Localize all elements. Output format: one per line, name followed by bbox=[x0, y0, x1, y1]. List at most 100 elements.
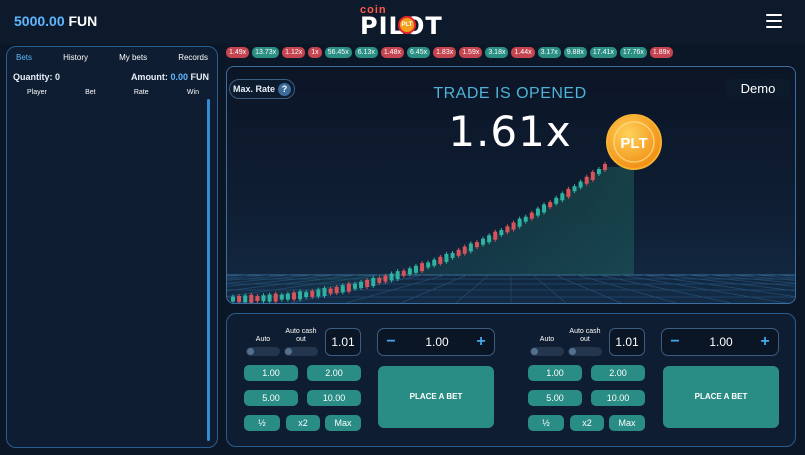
auto-cashout-toggle[interactable] bbox=[284, 347, 318, 356]
plt-coin-icon: PLT bbox=[606, 114, 662, 170]
demo-mode-badge[interactable]: Demo bbox=[725, 79, 791, 99]
multiplier-chip[interactable]: 13.73x bbox=[252, 47, 280, 58]
multiplier-chip[interactable]: 6.45x bbox=[406, 47, 431, 58]
bets-scrollbar[interactable] bbox=[207, 99, 210, 441]
stake-stepper[interactable]: − + bbox=[661, 328, 779, 356]
toggle-knob bbox=[247, 348, 254, 355]
auto-cashout-input[interactable]: 1.01 bbox=[609, 328, 645, 356]
balance-amount: 5000.00 bbox=[14, 13, 65, 29]
plus-icon[interactable]: + bbox=[760, 333, 770, 350]
multiplier-chip[interactable]: 9.88x bbox=[563, 47, 587, 58]
quick-amount-button[interactable]: 2.00 bbox=[307, 365, 361, 381]
multiplier-chip[interactable]: 1.48x bbox=[380, 47, 404, 58]
coin-label: PLT bbox=[620, 135, 647, 152]
bet-panel-1: Auto Auto cash out 1.01 − + 1.00 2.00 5.… bbox=[227, 314, 511, 446]
quantity-summary: Quantity: 0 bbox=[13, 72, 60, 82]
toggle-knob bbox=[569, 348, 576, 355]
tab-history[interactable]: History bbox=[63, 53, 88, 62]
trend-glow bbox=[233, 167, 634, 299]
bet-panel-2: Auto Auto cash out 1.01 − + 1.00 2.00 5.… bbox=[511, 314, 795, 446]
quick-amount-button[interactable]: 1.00 bbox=[528, 365, 582, 381]
amount-label: Amount: bbox=[130, 72, 168, 82]
quick-amount-button[interactable]: 5.00 bbox=[528, 390, 582, 406]
tab-bets[interactable]: Bets bbox=[16, 53, 33, 62]
multiplier-chip[interactable]: 1.12x bbox=[282, 47, 306, 58]
price-chart: PLT bbox=[227, 114, 795, 303]
toggle-knob bbox=[285, 348, 292, 355]
auto-label: Auto bbox=[255, 336, 271, 343]
amount-currency: FUN bbox=[190, 72, 210, 82]
auto-cashout-input[interactable]: 1.01 bbox=[325, 328, 361, 356]
hamburger-menu-icon[interactable] bbox=[766, 14, 782, 28]
candles bbox=[231, 162, 607, 303]
stake-stepper[interactable]: − + bbox=[377, 328, 495, 356]
bets-tabs: Bets History My bets Records bbox=[11, 53, 213, 69]
multiplier-chip[interactable]: 1x bbox=[308, 47, 322, 58]
multiplier-chip[interactable]: 1.83x bbox=[433, 47, 457, 58]
game-screen: PLT Max. Rate ? TRADE IS OPENED Demo 1.6… bbox=[226, 66, 796, 304]
minus-icon[interactable]: − bbox=[386, 333, 396, 350]
top-header: 5000.00 FUN coin PILOT PLT bbox=[0, 0, 805, 44]
multiplier-chip[interactable]: 17.41x bbox=[589, 47, 617, 58]
plus-icon[interactable]: + bbox=[476, 333, 486, 350]
balance-display: 5000.00 FUN bbox=[14, 13, 97, 29]
tab-records[interactable]: Records bbox=[178, 53, 208, 62]
trade-status-text: TRADE IS OPENED bbox=[433, 85, 587, 102]
quick-amount-button[interactable]: 1.00 bbox=[244, 365, 298, 381]
amount-summary: Amount: 0.00 FUN bbox=[131, 72, 209, 82]
max-rate-button[interactable]: Max. Rate ? bbox=[229, 79, 296, 99]
quick-amount-button[interactable]: 5.00 bbox=[244, 390, 298, 406]
max-stake-button[interactable]: Max bbox=[609, 415, 645, 431]
auto-toggle[interactable] bbox=[530, 347, 564, 356]
logo-coin-text: coin bbox=[360, 4, 387, 16]
bets-sidebar: Bets History My bets Records Quantity: 0… bbox=[6, 46, 218, 448]
place-bet-button[interactable]: PLACE A BET bbox=[378, 366, 494, 428]
bets-scrollbar-thumb[interactable] bbox=[207, 99, 210, 441]
bets-table-header: Player Bet Rate Win bbox=[27, 89, 199, 96]
minus-icon[interactable]: − bbox=[670, 333, 680, 350]
stake-input[interactable] bbox=[402, 329, 472, 355]
max-stake-button[interactable]: Max bbox=[325, 415, 361, 431]
double-stake-button[interactable]: x2 bbox=[570, 415, 604, 431]
half-stake-button[interactable]: ½ bbox=[528, 415, 564, 431]
multiplier-chip[interactable]: 3.18x bbox=[485, 47, 509, 58]
column-bet: Bet bbox=[85, 89, 96, 96]
bets-summary: Quantity: 0 Amount: 0.00 FUN bbox=[13, 72, 209, 82]
multiplier-chip[interactable]: 56.45x bbox=[324, 47, 352, 58]
auto-cashout-label: Auto cash out bbox=[285, 328, 317, 343]
tab-my-bets[interactable]: My bets bbox=[119, 53, 148, 62]
quick-amount-button[interactable]: 10.00 bbox=[591, 390, 645, 406]
half-stake-button[interactable]: ½ bbox=[244, 415, 280, 431]
multiplier-chip[interactable]: 1.49x bbox=[226, 47, 250, 58]
amount-value: 0.00 bbox=[170, 72, 188, 82]
coin-pilot-logo: coin PILOT PLT bbox=[360, 4, 442, 40]
multiplier-history-bar: 1.49x 13.73x 1.12x 1x 56.45x 6.13x 1.48x 6.45x 1… bbox=[226, 47, 796, 59]
multiplier-chip[interactable]: 1.59x bbox=[459, 47, 483, 58]
balance-currency: FUN bbox=[68, 13, 98, 29]
quick-amount-button[interactable]: 2.00 bbox=[591, 365, 645, 381]
column-win: Win bbox=[186, 89, 199, 96]
auto-label: Auto bbox=[539, 336, 555, 343]
quantity-label: Quantity: bbox=[13, 72, 53, 82]
multiplier-chip[interactable]: 6.13x bbox=[354, 47, 378, 58]
column-player: Player bbox=[27, 89, 47, 96]
logo-plt-badge: PLT bbox=[398, 16, 416, 34]
multiplier-chip[interactable]: 3.17x bbox=[537, 47, 561, 58]
double-stake-button[interactable]: x2 bbox=[286, 415, 320, 431]
toggle-knob bbox=[531, 348, 538, 355]
multiplier-chip[interactable]: 1.89x bbox=[649, 47, 674, 58]
column-rate: Rate bbox=[133, 89, 149, 96]
current-multiplier: 1.61x bbox=[448, 107, 572, 156]
place-bet-button[interactable]: PLACE A BET bbox=[663, 366, 779, 428]
auto-toggle[interactable] bbox=[246, 347, 280, 356]
multiplier-chip[interactable]: 1.44x bbox=[511, 47, 535, 58]
question-icon[interactable]: ? bbox=[278, 82, 292, 96]
multiplier-chip[interactable]: 17.76x bbox=[619, 47, 647, 58]
max-rate-label: Max. Rate bbox=[233, 84, 276, 94]
stake-input[interactable] bbox=[686, 329, 756, 355]
bet-controls-panel: Auto Auto cash out 1.01 − + 1.00 2.00 5.… bbox=[226, 313, 796, 447]
quick-amount-button[interactable]: 10.00 bbox=[307, 390, 361, 406]
auto-cashout-toggle[interactable] bbox=[568, 347, 602, 356]
quantity-value: 0 bbox=[55, 72, 61, 82]
auto-cashout-label: Auto cash out bbox=[569, 328, 601, 343]
